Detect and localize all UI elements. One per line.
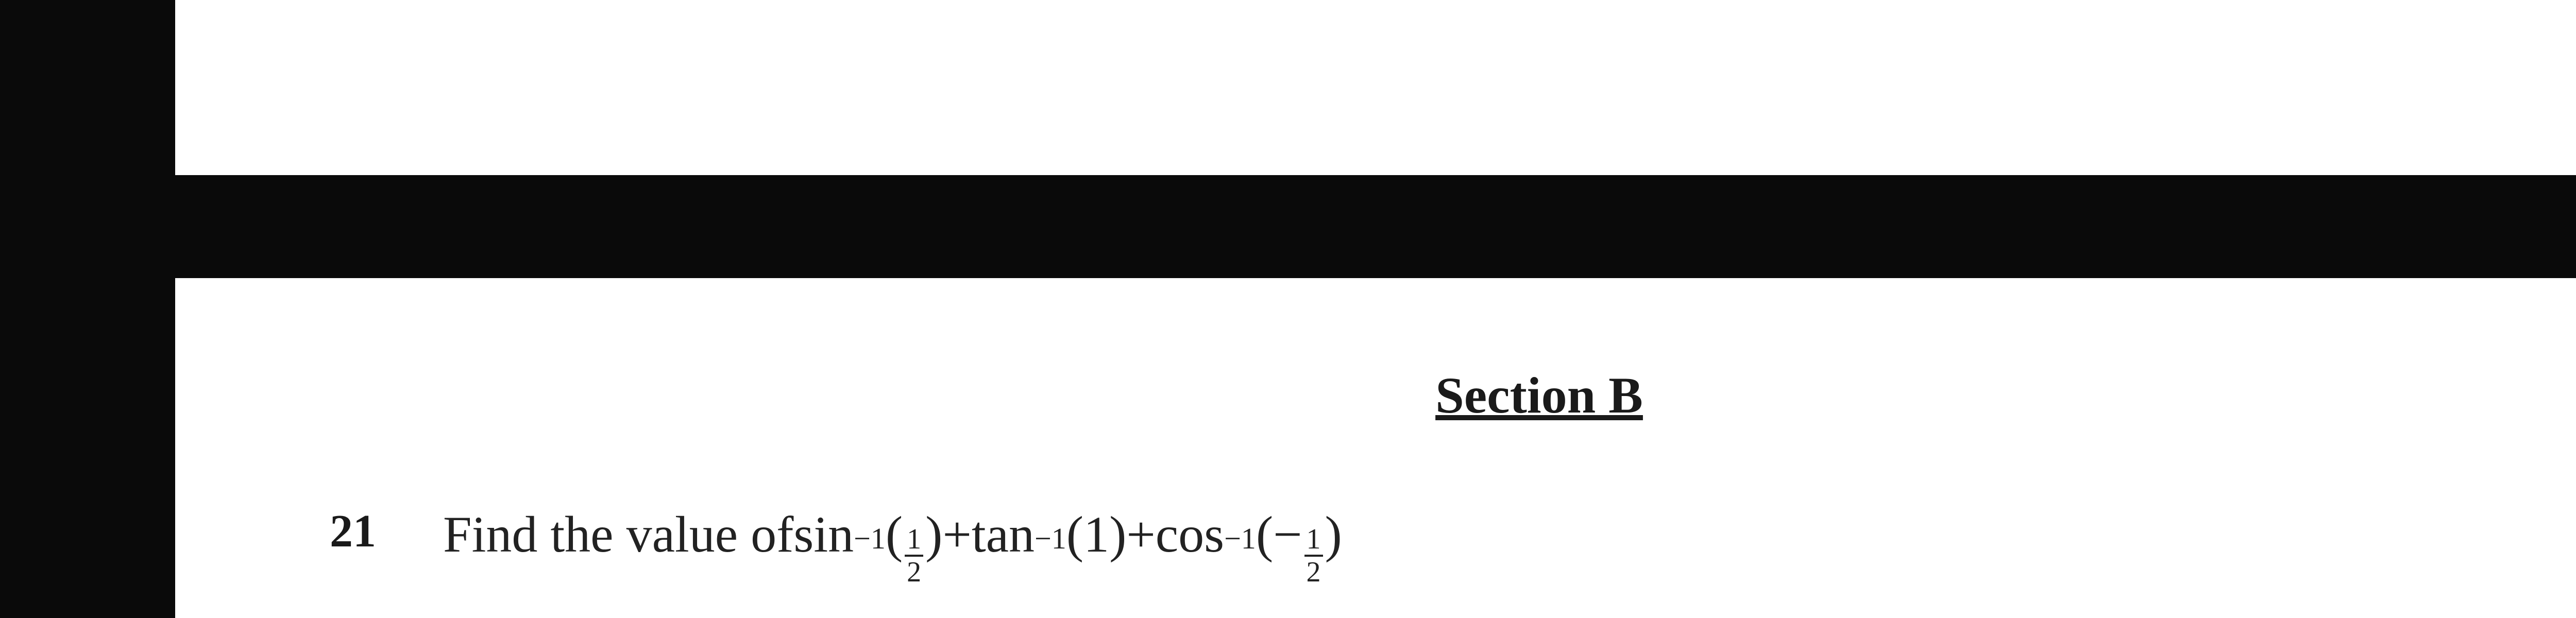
expr-sin-frac-den: 2 bbox=[905, 557, 923, 587]
question-row: 21 Find the value of sin−1(12) + tan−1(1… bbox=[175, 505, 2576, 587]
expr-tan: tan bbox=[972, 505, 1035, 564]
expr-cos-close: ) bbox=[1325, 505, 1342, 564]
expr-cos: cos bbox=[1156, 505, 1224, 564]
expr-sin-frac: 12 bbox=[905, 525, 923, 587]
page-strip-bottom: Section B 21 Find the value of sin−1(12)… bbox=[175, 278, 2576, 618]
question-text: Find the value of sin−1(12) + tan−1(1) +… bbox=[443, 505, 1342, 590]
expr-sin-exp: −1 bbox=[854, 521, 886, 556]
expr-tan-arg: (1) bbox=[1066, 505, 1127, 564]
expr-sin-open: ( bbox=[886, 505, 903, 564]
expr-sin-close: ) bbox=[925, 505, 942, 564]
expr-tan-exp: −1 bbox=[1035, 521, 1066, 556]
expr-plus1: + bbox=[942, 505, 971, 564]
expr-cos-frac-num: 1 bbox=[1304, 525, 1323, 557]
expr-sin: sin bbox=[793, 505, 854, 564]
expr-plus2: + bbox=[1126, 505, 1155, 564]
question-lead: Find the value of bbox=[443, 505, 793, 564]
expr-cos-frac-den: 2 bbox=[1304, 557, 1323, 587]
expr-cos-open: (− bbox=[1256, 505, 1302, 564]
page-strip-top: 2 bbox=[175, 0, 2576, 175]
expr-sin-frac-num: 1 bbox=[905, 525, 923, 557]
question-number: 21 bbox=[330, 505, 376, 558]
expr-cos-frac: 12 bbox=[1304, 525, 1323, 587]
expr-cos-exp: −1 bbox=[1224, 521, 1256, 556]
section-heading: Section B bbox=[1435, 366, 1643, 425]
